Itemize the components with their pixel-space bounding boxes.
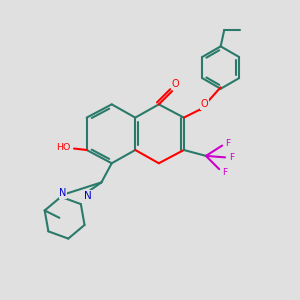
Text: HO: HO [56, 143, 70, 152]
Text: N: N [84, 190, 92, 201]
Text: N: N [59, 188, 67, 198]
Text: F: F [226, 139, 231, 148]
Text: F: F [222, 169, 227, 178]
Text: F: F [229, 153, 234, 162]
Text: O: O [171, 79, 179, 89]
Text: O: O [201, 99, 208, 110]
